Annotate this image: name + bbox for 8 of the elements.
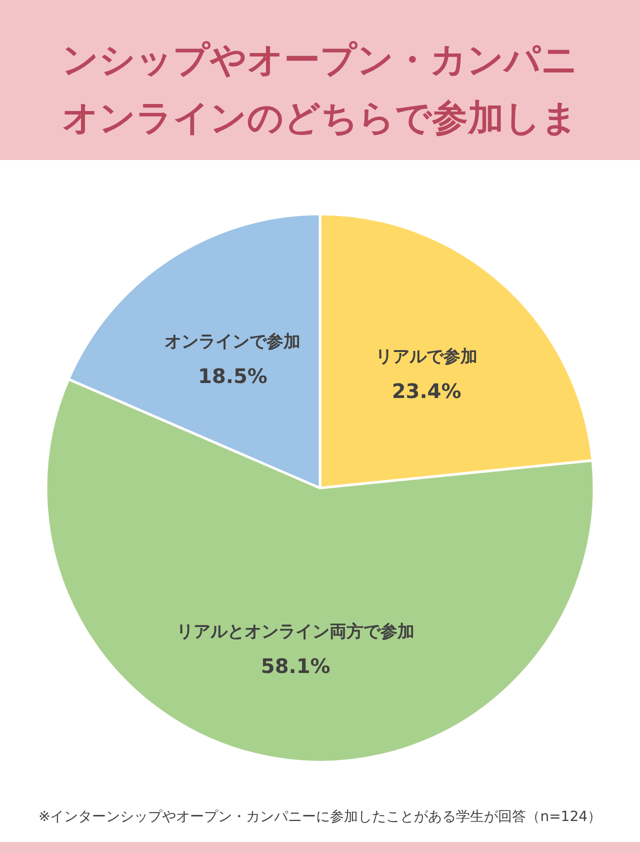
data-label: 18.5% xyxy=(198,364,268,388)
slice-label: オンラインで参加 xyxy=(164,332,301,352)
data-label: 23.4% xyxy=(392,379,462,404)
slice-label: リアルとオンライン両方で参加 xyxy=(176,622,415,642)
text: ※インターンシップやオープン・カンパニーに参加したことがある学生が回答（n=124） xyxy=(38,809,602,825)
chart-title: ンシップやオープン・カンパニオンラインのどちらで参加しま xyxy=(62,40,578,139)
data-label: 58.1% xyxy=(260,654,330,678)
slice-label: リアルで参加 xyxy=(376,347,478,368)
